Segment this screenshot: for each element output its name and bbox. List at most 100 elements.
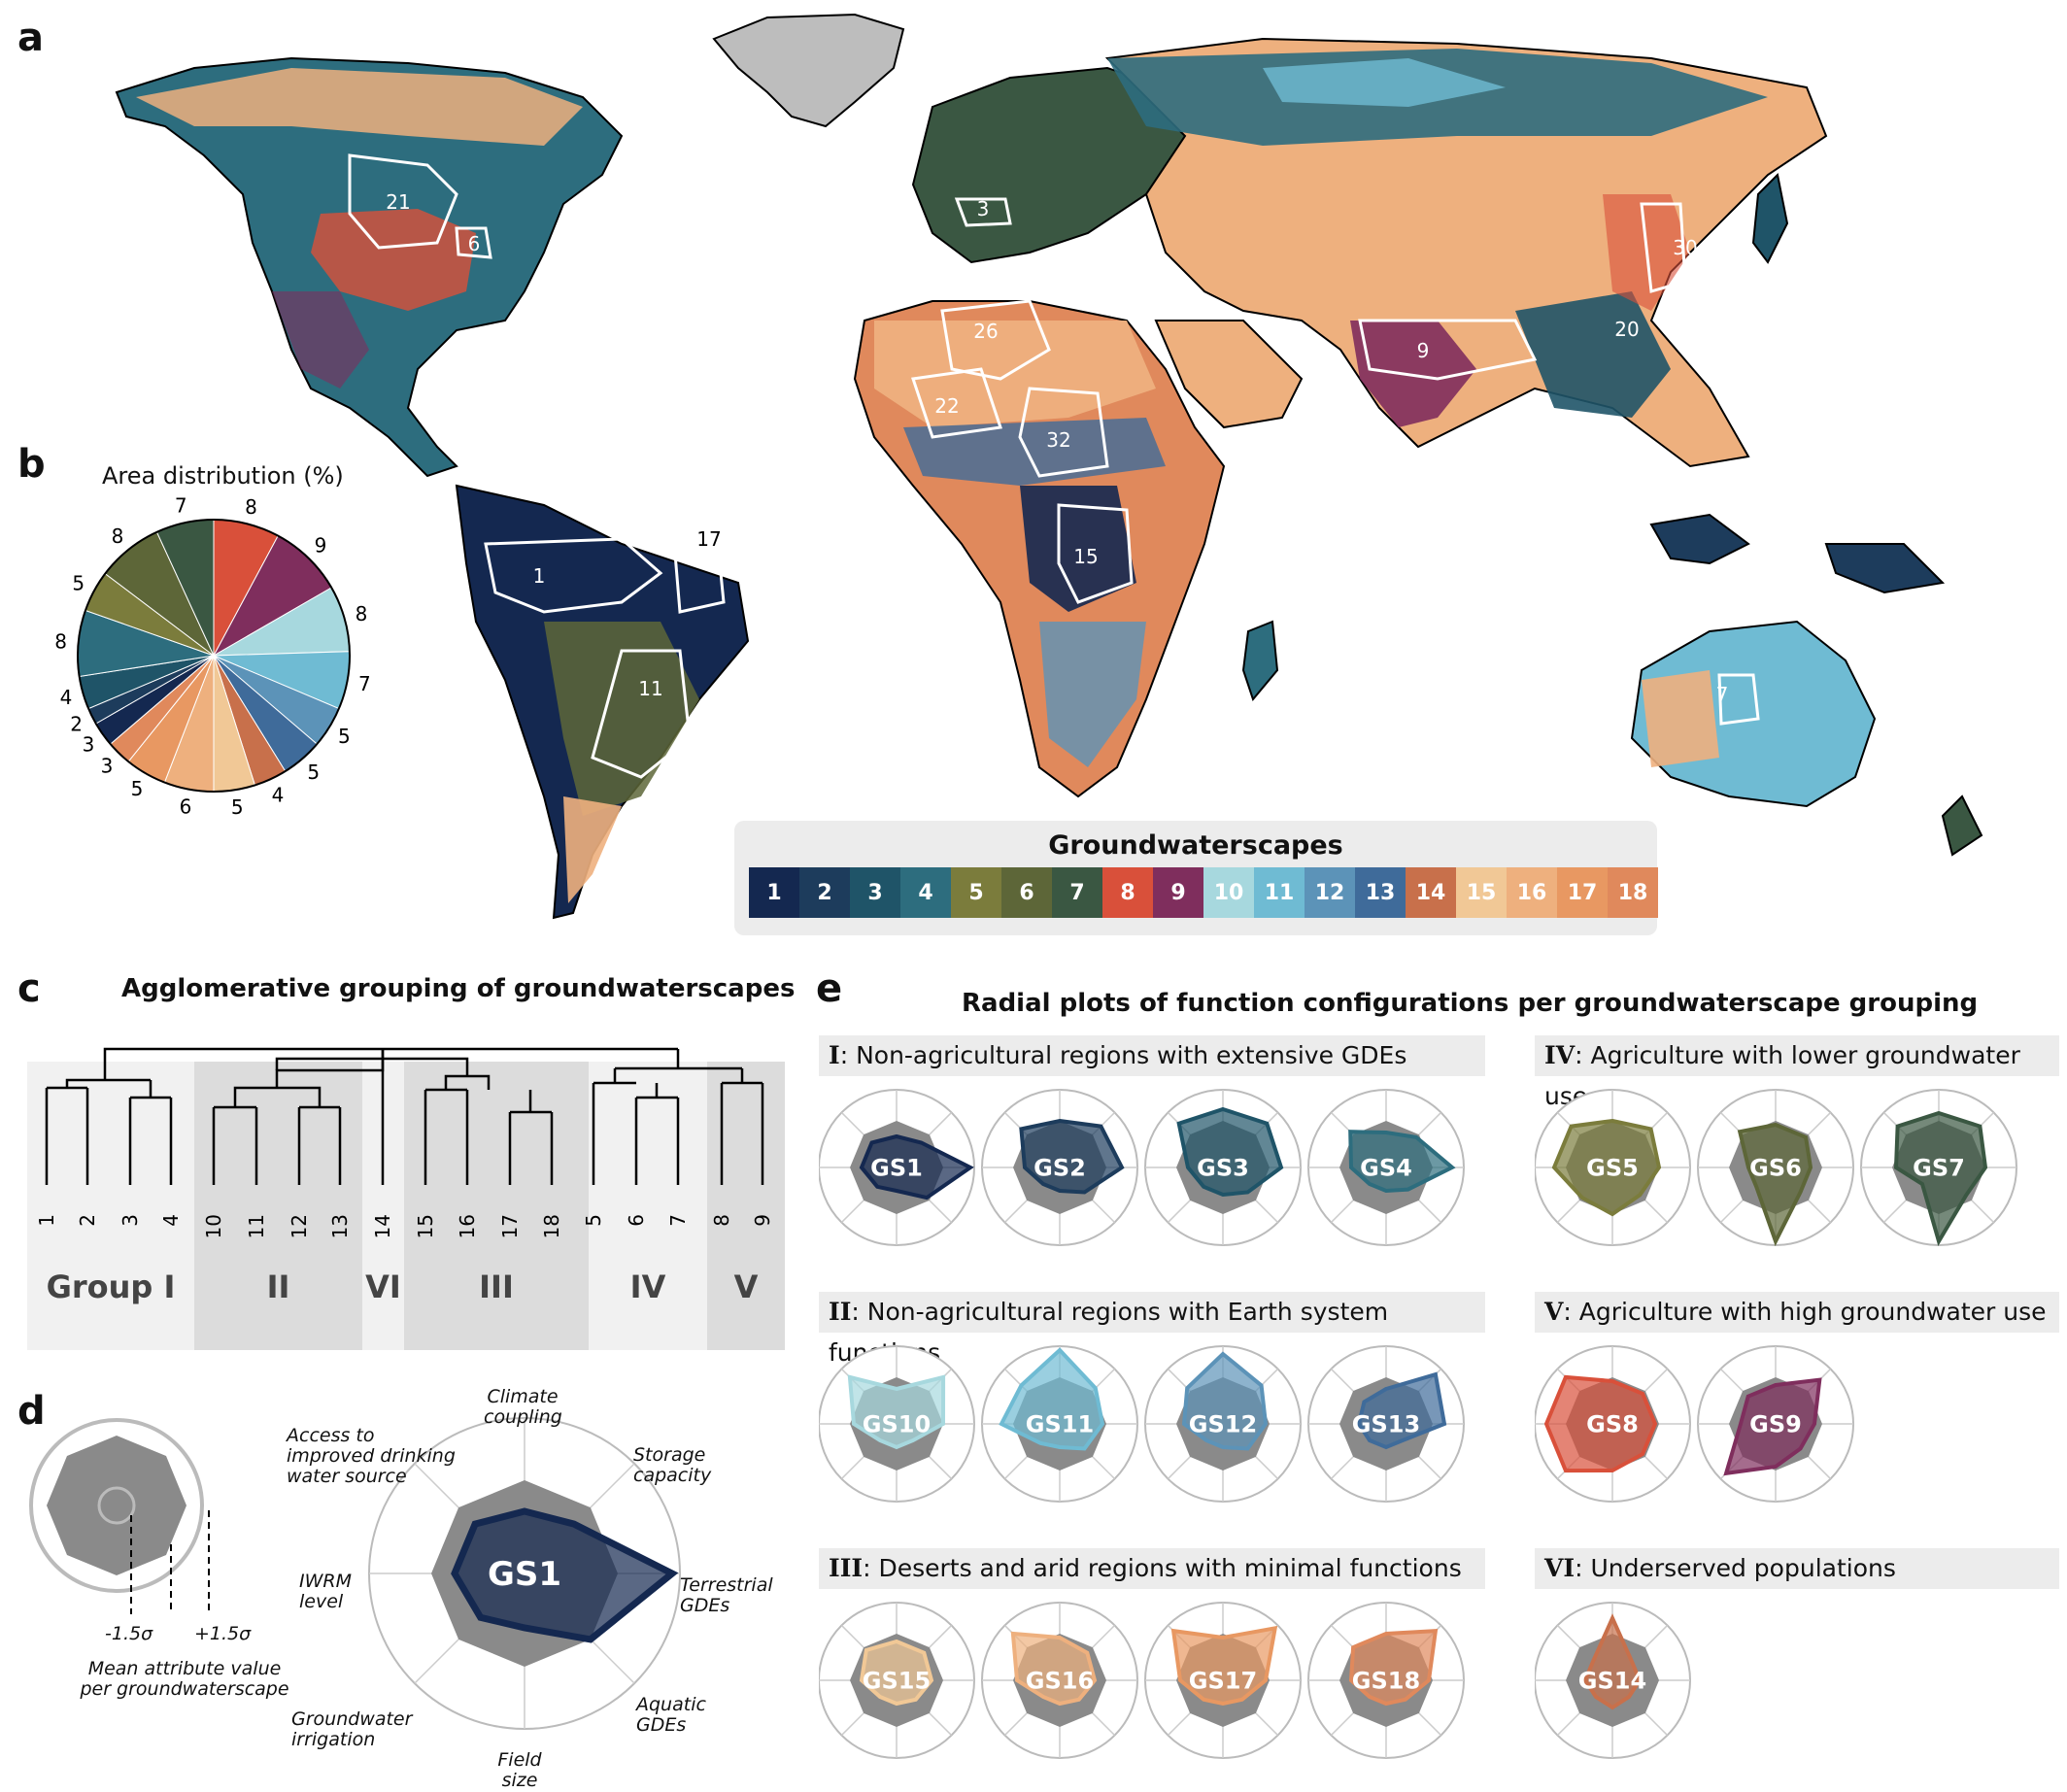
region-label: 26 [973, 320, 998, 343]
region-label: 17 [696, 527, 721, 551]
radial-label: GS5 [1586, 1154, 1639, 1181]
south-america-savanna [544, 622, 699, 816]
radial-label: GS10 [863, 1410, 931, 1437]
axis-drinking-water: Access to improved drinking water source [287, 1425, 456, 1487]
dendrogram: 1 2 3 4 10 11 12 13 14 15 16 17 18 5 6 7 8 9 Group I II VI II… [27, 1020, 785, 1350]
region-label: 11 [638, 677, 662, 700]
region-label: 1 [533, 564, 546, 588]
indonesia-shape [1649, 513, 1750, 565]
radial-group-plots: GS1 GS2 GS3 GS4 [819, 1089, 1465, 1246]
north-america-red-zone [311, 209, 476, 311]
legend-swatch-3: 3 [850, 867, 900, 918]
dendrogram-branch [65, 1078, 151, 1088]
mean-octagon [47, 1436, 186, 1575]
legend-swatch-15: 15 [1456, 867, 1507, 918]
radial-group-description: : Agriculture with high groundwater use [1563, 1298, 2047, 1326]
radial-profile-polygon [1010, 1631, 1098, 1707]
radial-profile-polygon [451, 1507, 679, 1643]
radial-profile-polygon [1543, 1374, 1658, 1473]
region-label: 3 [977, 197, 990, 220]
map-legend: Groundwaterscapes 1 2 3 4 5 6 7 8 9 10 11 12 13 14 15 1… [734, 821, 1658, 935]
radial-group-numeral: II [829, 1298, 852, 1326]
radial-group-title: IV: Agriculture with lower groundwater u… [1535, 1035, 2059, 1110]
radial-group-title: VI: Underserved populations [1535, 1548, 2059, 1589]
panel-label-c: c [17, 966, 41, 1011]
dendrogram-leaf-label: 2 [76, 1214, 99, 1227]
axis-climate-coupling: Climate coupling [484, 1386, 562, 1428]
pie-title: Area distribution (%) [102, 462, 344, 490]
radial-group-numeral: I [829, 1041, 840, 1069]
pie-value-label: 2 [70, 712, 83, 735]
panel-label-b: b [17, 442, 46, 487]
radial-group-plots: GS14 [1535, 1602, 1691, 1759]
arabia-shape [1154, 320, 1304, 429]
radial-profile-polygon [1893, 1110, 1988, 1246]
legend-title: Groundwaterscapes [1048, 830, 1343, 861]
sigma-low-label: -1.5σ [105, 1623, 153, 1644]
pie-value-label: 8 [245, 495, 257, 519]
dendrogram-leaf-label: 5 [582, 1214, 605, 1227]
legend-swatch-1: 1 [749, 867, 799, 918]
radial-label: GS13 [1352, 1410, 1420, 1437]
radial-profile-polygon [1582, 1613, 1643, 1710]
radial-label: GS12 [1189, 1410, 1257, 1437]
panel-label-a: a [17, 16, 44, 60]
radial-label: GS9 [1749, 1410, 1802, 1437]
pie-value-label: 6 [180, 795, 192, 818]
mean-attribute-label: Mean attribute value per groundwaterscap… [80, 1658, 289, 1700]
panel-label-d: d [17, 1389, 46, 1434]
dendrogram-leaf-label: 6 [625, 1214, 648, 1227]
region-label: 6 [468, 232, 481, 255]
north-america-north-band [136, 68, 583, 146]
radial-group-plots: GS8 GS9 [1535, 1345, 1854, 1503]
radial-group-numeral: III [829, 1554, 864, 1582]
dendrogram-branch [103, 1047, 678, 1080]
region-label: 15 [1073, 545, 1098, 568]
panel-label-e: e [816, 966, 843, 1011]
radial-label: GS3 [1197, 1154, 1249, 1181]
legend-swatch-12: 12 [1305, 867, 1355, 918]
axis-terrestrial-gdes: Terrestrial GDEs [680, 1574, 773, 1616]
radial-profile-polygon [847, 1374, 946, 1450]
region-outlines [348, 153, 1760, 779]
axis-storage-capacity: Storage capacity [633, 1444, 712, 1486]
dendrogram-leaf-label: 3 [119, 1214, 142, 1227]
pie-value-label: 3 [101, 754, 114, 777]
se-asia-zone [1515, 291, 1671, 418]
radial-label: GS16 [1026, 1667, 1094, 1694]
region-label: 20 [1614, 318, 1639, 341]
radial-profile-polygon [1176, 1106, 1284, 1198]
dendrogram-group-label: V [734, 1268, 759, 1305]
legend-swatch-8: 8 [1102, 867, 1153, 918]
radial-group-numeral: VI [1544, 1554, 1576, 1582]
radial-profile-polygon [859, 1639, 934, 1707]
radial-label: GS1 [870, 1154, 923, 1181]
siberia-light-zone [1263, 58, 1506, 107]
pie-value-label: 8 [356, 602, 368, 626]
legend-swatches: 1 2 3 4 5 6 7 8 9 10 11 12 13 14 15 16 17 18 [749, 867, 1658, 918]
pie-value-label: 4 [60, 686, 73, 709]
pie-value-label: 8 [54, 629, 67, 653]
radial-profile-polygon [1723, 1377, 1822, 1476]
pie-value-label: 7 [358, 672, 371, 695]
dendrogram-branch [275, 1057, 469, 1076]
pie-value-label: 3 [83, 732, 95, 756]
radial-group-plots: GS15 GS16 GS17 GS18 [819, 1602, 1465, 1759]
radial-profile-polygon [1737, 1122, 1813, 1247]
radial-label: GS4 [1360, 1154, 1412, 1181]
radial-group-title: III: Deserts and arid regions with minim… [819, 1548, 1485, 1589]
australia-west-zone [1642, 670, 1719, 767]
north-america-south-zone [272, 291, 369, 389]
radial-label: GS17 [1189, 1667, 1257, 1694]
legend-swatch-18: 18 [1608, 867, 1658, 918]
example-radial-chart: GS1 [368, 1417, 681, 1730]
dendrogram-leaf-label: 16 [456, 1214, 479, 1238]
dendrogram-leaf-label: 12 [288, 1214, 311, 1238]
legend-swatch-6: 6 [1001, 867, 1052, 918]
legend-swatch-2: 2 [799, 867, 850, 918]
pie-value-label: 5 [131, 777, 144, 800]
dendrogram-group-label: Group I [47, 1268, 176, 1305]
dendrogram-leaf-label: 4 [159, 1214, 183, 1227]
